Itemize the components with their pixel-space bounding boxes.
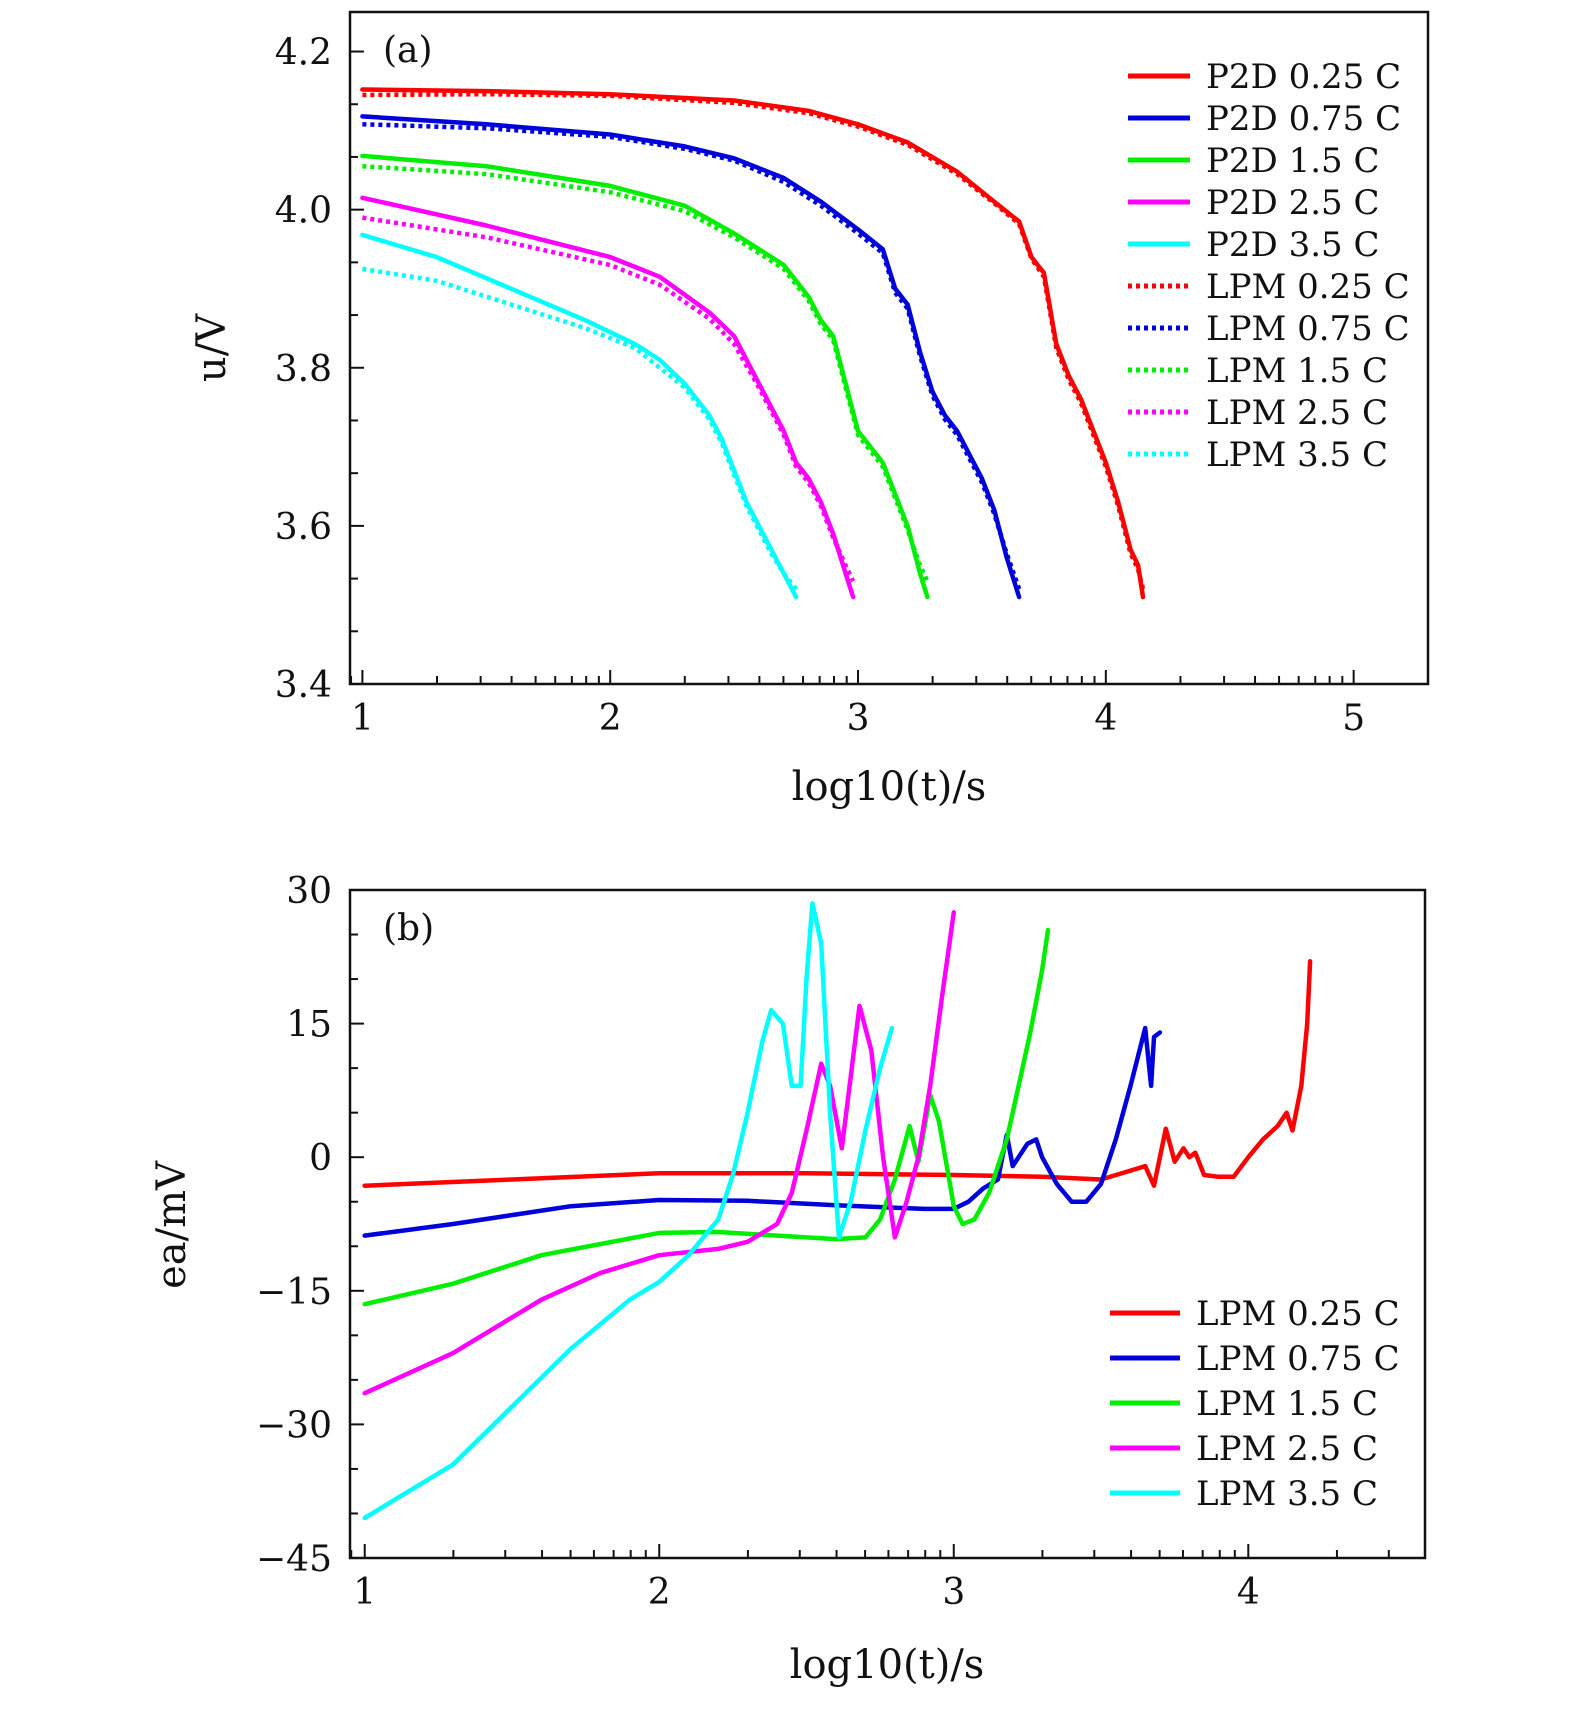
panel-a-y-tick-label: 3.4: [275, 665, 332, 706]
legend-label: LPM 3.5 C: [1206, 435, 1388, 475]
legend-label: LPM 0.75 C: [1196, 1339, 1400, 1379]
panel-a-ticks: 1 2 3 4 5 3.4 3.6 3.8 4.0 4.2: [275, 33, 1365, 739]
panel-b-y-tick-label: 15: [286, 1005, 332, 1046]
panel-a-y-tick-label: 4.2: [275, 33, 332, 74]
series-line-p2d-3-5-c: [360, 232, 799, 600]
series-line-lpm-0-75-c: [362, 122, 1022, 590]
legend-label: LPM 0.25 C: [1206, 267, 1410, 307]
panel-b-legend: LPM 0.25 C LPM 0.75 C LPM 1.5 C LPM 2.5 C LP…: [1110, 1294, 1400, 1514]
panel-b-y-tick-label: −30: [256, 1405, 332, 1446]
panel-b-x-tick-label: 3: [942, 1572, 965, 1613]
panel-a-y-tick-label: 3.8: [275, 349, 332, 390]
panel-b-chart: 1 2 3 4 −45 −30 −15 0 15 30 (b) LPM 0.25 C LPM 0.7…: [149, 871, 1427, 1688]
panel-b-y-tick-label: 0: [309, 1138, 332, 1179]
panel-a-label: (a): [383, 30, 433, 71]
series-line-lpm-2-5-c: [362, 910, 957, 1396]
panel-b-x-tick-label: 2: [648, 1572, 671, 1613]
panel-a-x-tick-label: 3: [847, 698, 870, 739]
panel-a-y-axis-title: u/V: [189, 313, 235, 382]
panel-b-label: (b): [383, 908, 434, 949]
legend-label: LPM 2.5 C: [1196, 1429, 1378, 1469]
panel-b-y-tick-label: −15: [256, 1272, 332, 1313]
series-line-p2d-0-75-c: [360, 114, 1022, 600]
panel-a-x-tick-label: 2: [599, 698, 622, 739]
panel-b-y-axis-title: ea/mV: [149, 1160, 195, 1289]
legend-label: P2D 0.25 C: [1206, 57, 1401, 97]
panel-a-x-tick-label: 4: [1094, 698, 1117, 739]
series-line-lpm-2-5-c: [362, 215, 856, 583]
panel-a-x-axis-title: log10(t)/s: [792, 764, 987, 810]
panel-a-plot-frame: [348, 10, 1430, 686]
series-line-lpm-3-5-c: [362, 901, 895, 1521]
series-line-lpm-0-75-c: [362, 1025, 1163, 1238]
panel-b-x-axis-title: log10(t)/s: [790, 1642, 985, 1688]
panel-b-y-tick-label: 30: [286, 871, 332, 912]
legend-label: LPM 3.5 C: [1196, 1474, 1378, 1514]
legend-label: LPM 1.5 C: [1206, 351, 1388, 391]
panel-a-x-tick-label: 5: [1342, 698, 1365, 739]
panel-a-series: [360, 87, 1146, 600]
legend-label: LPM 0.25 C: [1196, 1294, 1400, 1334]
legend-label: P2D 3.5 C: [1206, 225, 1379, 265]
legend-label: LPM 0.75 C: [1206, 309, 1410, 349]
legend-label: LPM 2.5 C: [1206, 393, 1388, 433]
panel-b-y-tick-label: −45: [256, 1539, 332, 1580]
panel-b-ticks: 1 2 3 4 −45 −30 −15 0 15 30: [256, 871, 1390, 1613]
legend-label: LPM 1.5 C: [1196, 1384, 1378, 1424]
series-line-lpm-3-5-c: [362, 266, 798, 591]
panel-a-y-tick-label: 4.0: [275, 191, 332, 232]
panel-b-x-tick-label: 1: [353, 1572, 376, 1613]
legend-label: P2D 1.5 C: [1206, 141, 1379, 181]
series-line-lpm-0-25-c: [362, 959, 1313, 1188]
legend-label: P2D 2.5 C: [1206, 183, 1379, 223]
series-line-lpm-1-5-c: [362, 163, 930, 583]
panel-b-series: [362, 901, 1313, 1521]
legend-label: P2D 0.75 C: [1206, 99, 1401, 139]
panel-b-plot-frame: [348, 888, 1427, 1560]
panel-a-x-tick-label: 1: [351, 698, 374, 739]
panel-b-x-tick-label: 4: [1237, 1572, 1260, 1613]
panel-a-y-tick-label: 3.6: [275, 507, 332, 548]
